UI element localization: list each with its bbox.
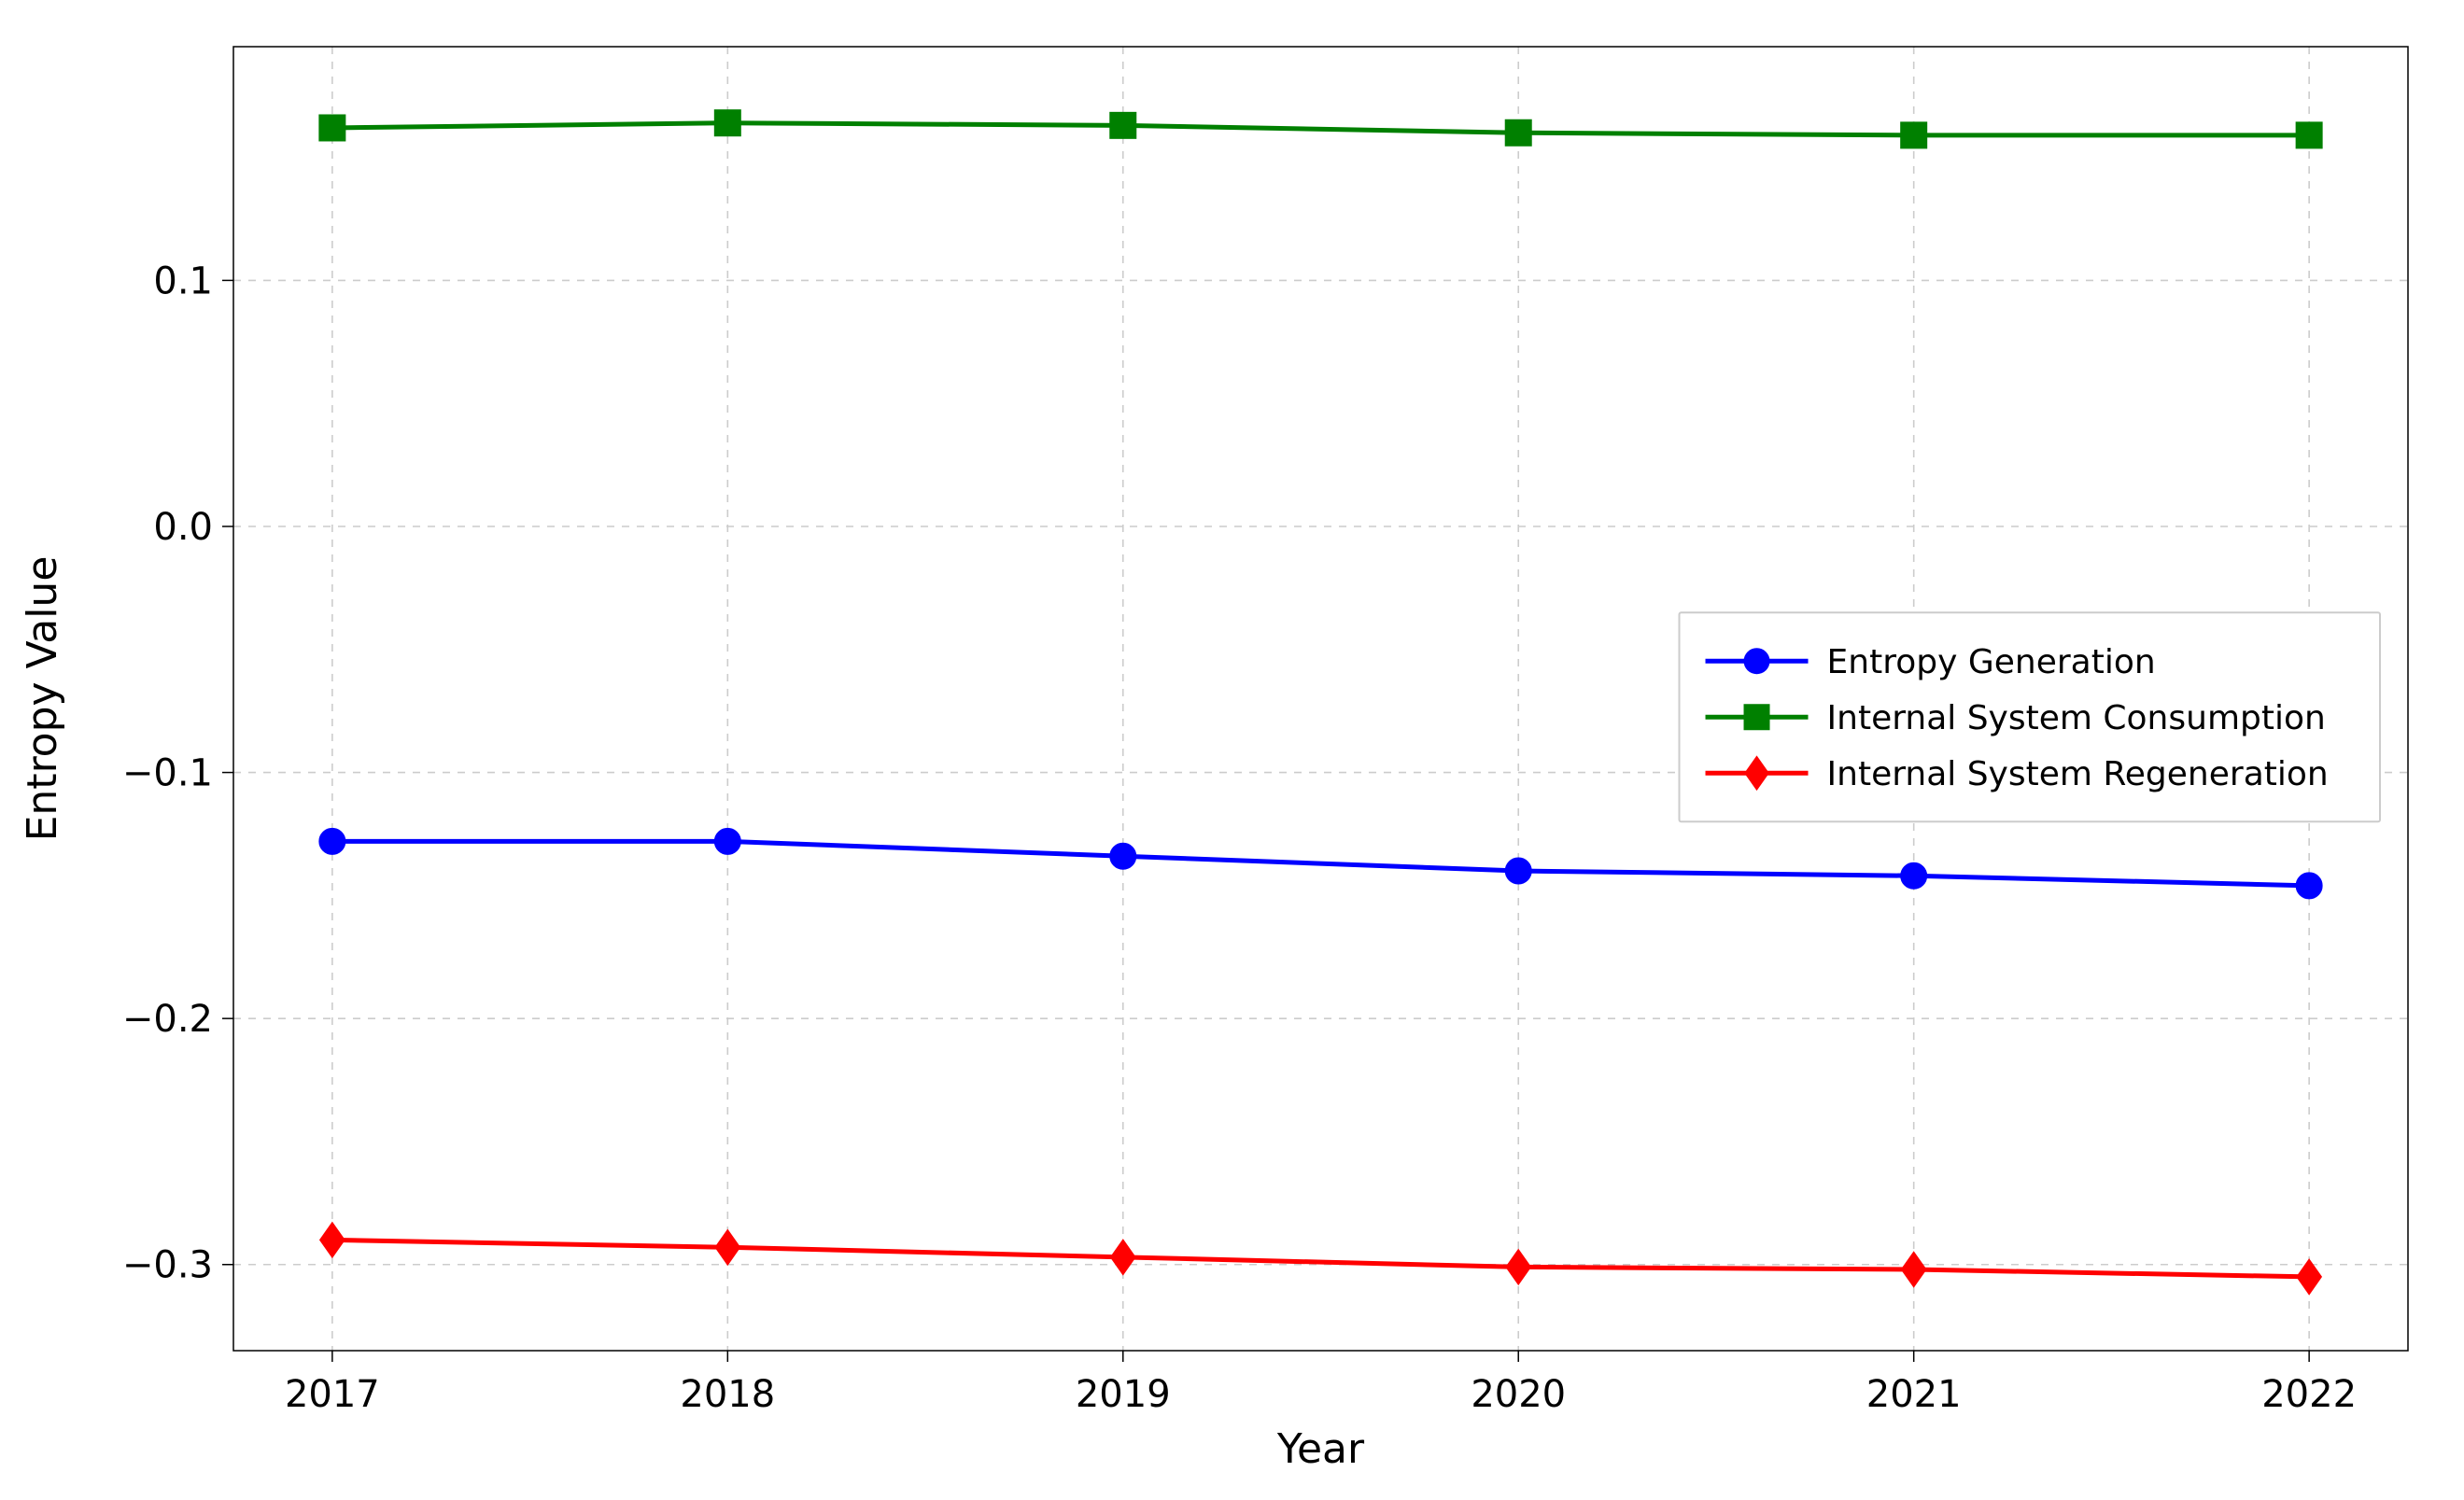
data-point (1110, 112, 1136, 138)
data-point (714, 828, 740, 854)
legend-marker (1744, 648, 1770, 674)
y-axis-label: Entropy Value (19, 556, 66, 842)
legend-label: Internal System Regeneration (1827, 755, 2329, 793)
x-tick-label: 2022 (2261, 1373, 2357, 1416)
y-tick-label: −0.3 (122, 1244, 213, 1287)
data-point (2296, 122, 2322, 148)
x-tick-label: 2018 (680, 1373, 775, 1416)
x-tick-label: 2019 (1076, 1373, 1171, 1416)
y-tick-label: 0.1 (153, 259, 213, 302)
x-tick-label: 2020 (1471, 1373, 1566, 1416)
line-chart: 2017 2018 2019 2020 2021 2022 −0.3 −0.2 −0.1 0.0 0… (0, 0, 2464, 1500)
data-point (1110, 843, 1136, 869)
data-point (1901, 122, 1927, 148)
legend-label: Internal System Consumption (1827, 699, 2326, 737)
x-tick-label: 2021 (1866, 1373, 1962, 1416)
y-tick-label: −0.2 (122, 998, 213, 1041)
data-point (1901, 862, 1927, 889)
data-point (2296, 873, 2322, 899)
legend-marker (1744, 704, 1770, 730)
x-tick-label: 2017 (285, 1373, 380, 1416)
data-point (714, 110, 740, 136)
x-axis-label: Year (1276, 1425, 1365, 1473)
chart-container: 2017 2018 2019 2020 2021 2022 −0.3 −0.2 −0.1 0.0 0… (0, 0, 2464, 1500)
data-point (319, 115, 345, 141)
data-point (1505, 858, 1531, 884)
data-point (1505, 119, 1531, 146)
data-point (319, 828, 345, 854)
legend: Entropy Generation Internal System Consum… (1680, 612, 2380, 821)
y-tick-label: 0.0 (153, 506, 213, 549)
legend-label: Entropy Generation (1827, 643, 2156, 681)
y-tick-label: −0.1 (122, 752, 213, 795)
